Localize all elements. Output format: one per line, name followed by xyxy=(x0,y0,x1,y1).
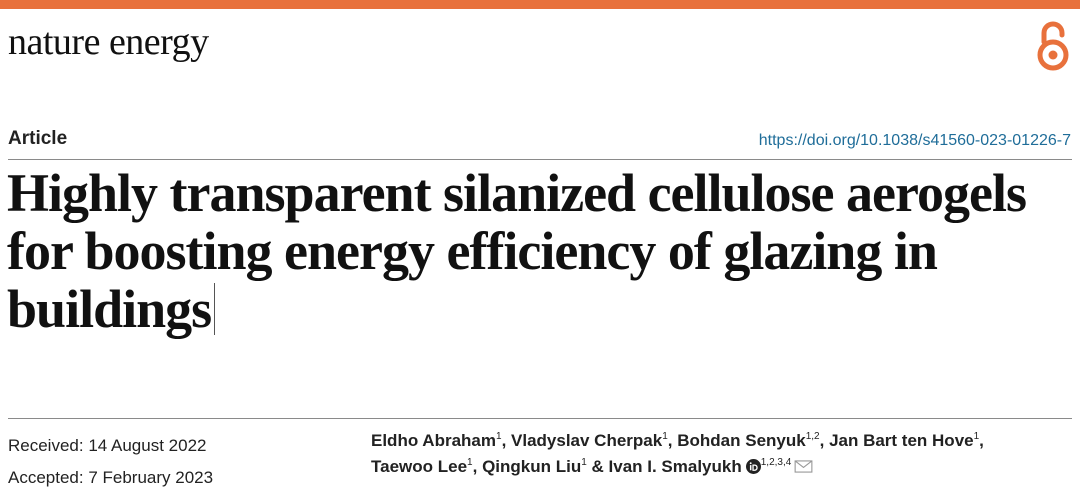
author-name[interactable]: Vladyslav Cherpak xyxy=(511,431,663,450)
author-name[interactable]: Taewoo Lee xyxy=(371,457,468,476)
header-divider xyxy=(8,159,1072,160)
article-title: Highly transparent silanized cellulose a… xyxy=(7,164,1067,338)
article-type: Article xyxy=(8,128,68,149)
author-name[interactable]: Qingkun Liu xyxy=(482,457,582,476)
orcid-icon[interactable] xyxy=(745,459,761,474)
dates-block: Received: 14 August 2022 Accepted: 7 Feb… xyxy=(8,430,213,494)
author-separator: , xyxy=(667,431,678,450)
article-title-text: Highly transparent silanized cellulose a… xyxy=(7,163,1027,339)
author-affiliation[interactable]: 1 xyxy=(467,457,473,468)
text-cursor xyxy=(214,283,216,335)
author-separator: & xyxy=(586,457,609,476)
doi-link[interactable]: https://doi.org/10.1038/s41560-023-01226… xyxy=(758,132,1071,149)
accepted-date: Accepted: 7 February 2023 xyxy=(8,468,214,487)
journal-logo[interactable]: nature energy xyxy=(8,21,209,63)
author-name[interactable]: Ivan I. Smalyukh xyxy=(608,457,742,476)
author-separator: , xyxy=(819,431,830,450)
author-affiliation[interactable]: 1 xyxy=(973,431,980,442)
email-icon[interactable] xyxy=(794,460,813,473)
open-lock-icon xyxy=(1037,21,1069,71)
author-name[interactable]: Bohdan Senyuk xyxy=(677,431,806,450)
author-affiliation[interactable]: 1 xyxy=(581,457,587,468)
meta-divider xyxy=(8,418,1072,419)
author-affiliation[interactable]: 1 xyxy=(496,431,502,442)
author-affiliation[interactable]: 1,2 xyxy=(805,431,820,442)
author-list: Eldho Abraham1, Vladyslav Cherpak1, Bohd… xyxy=(371,428,1071,480)
author-separator: , xyxy=(501,431,512,450)
author-affiliation[interactable]: 1,2,3,4 xyxy=(760,457,792,468)
author-name[interactable]: Jan Bart ten Hove xyxy=(829,431,974,450)
author-separator: , xyxy=(472,457,483,476)
accent-top-bar xyxy=(0,0,1080,9)
received-date: Received: 14 August 2022 xyxy=(8,436,207,455)
author-affiliation[interactable]: 1 xyxy=(662,431,668,442)
author-separator: , xyxy=(979,431,984,450)
author-name[interactable]: Eldho Abraham xyxy=(371,431,496,450)
